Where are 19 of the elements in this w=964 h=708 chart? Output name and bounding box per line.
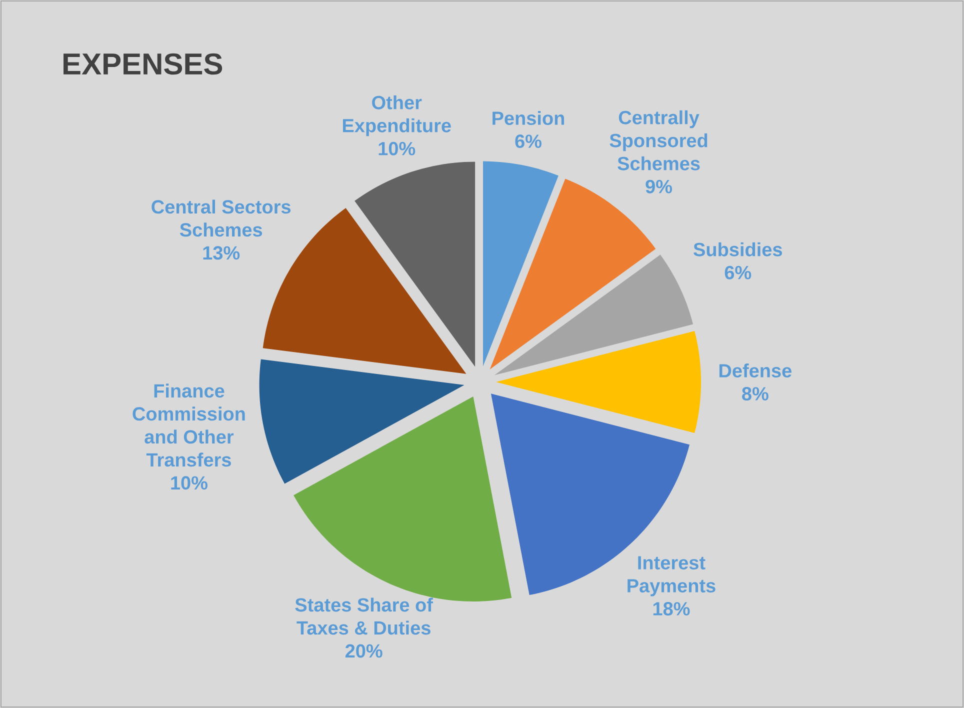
slice-label: Finance Commission and Other Transfers <box>132 384 245 467</box>
chart-title: EXPENSES <box>64 53 222 75</box>
slice-label: Pension <box>492 111 564 125</box>
slice-label: Centrally Sponsored Schemes <box>610 110 708 170</box>
slice-label: Central Sectors Schemes <box>152 200 291 237</box>
data-label: 9% <box>646 180 672 194</box>
slice-label: Other Expenditure <box>342 95 451 136</box>
data-label: 10% <box>378 142 416 156</box>
data-label: 20% <box>345 644 382 658</box>
slice-label: States Share of Taxes & Duties <box>295 598 433 635</box>
data-label: 13% <box>203 246 240 260</box>
slice-label: Interest Payments <box>628 556 716 596</box>
data-label: 8% <box>742 387 768 400</box>
data-label: 6% <box>515 134 542 148</box>
data-label: 6% <box>724 266 752 280</box>
slice-label: Subsidies <box>694 242 782 256</box>
data-label: 10% <box>171 476 208 490</box>
slice-label: Defense <box>719 364 792 378</box>
data-label: 18% <box>653 602 690 616</box>
